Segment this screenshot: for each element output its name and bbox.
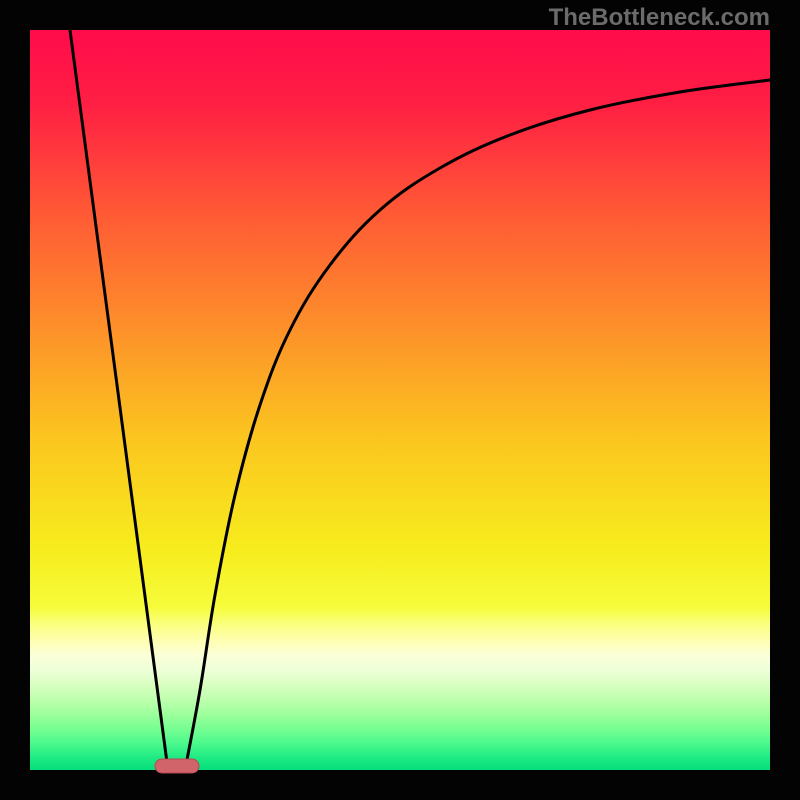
minimum-marker [155,759,199,773]
chart-svg [0,0,800,800]
watermark-text: TheBottleneck.com [549,4,770,32]
bottleneck-chart: TheBottleneck.com [0,0,800,800]
plot-background [30,30,770,770]
